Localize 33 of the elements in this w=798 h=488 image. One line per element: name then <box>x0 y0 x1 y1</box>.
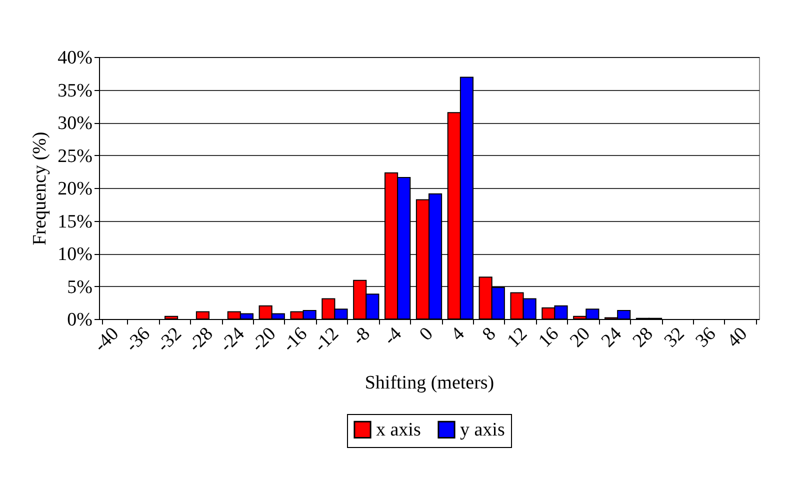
legend-label: y axis <box>460 420 505 441</box>
x-tick-label: -20 <box>247 323 280 356</box>
x-tick-label: 28 <box>628 323 658 352</box>
y-tick-label: 5% <box>67 276 93 298</box>
y-tick-label: 35% <box>58 80 93 102</box>
x-tick-label: 8 <box>478 323 500 345</box>
x-tick-label: -28 <box>184 323 218 356</box>
x-tick-label: -16 <box>278 323 312 356</box>
y-tick-label: 0% <box>67 310 93 330</box>
x-tick-label: 12 <box>503 323 532 352</box>
x-tick-label: 20 <box>566 323 594 352</box>
y-tick-label: 25% <box>58 146 93 167</box>
y-axis-title: Frequency (%) <box>30 132 51 246</box>
x-tick-label: 40 <box>723 323 752 352</box>
legend-label: x axis <box>376 420 421 441</box>
x-tick-label: -8 <box>348 323 374 350</box>
x-tick-label: -4 <box>380 323 406 350</box>
x-tick-label: 4 <box>447 323 470 345</box>
x-tick-label: -24 <box>216 323 250 356</box>
x-tick-label: 0 <box>416 323 438 345</box>
x-tick-label: -32 <box>153 323 186 356</box>
y-tick-label: 40% <box>58 48 93 68</box>
x-axis-title: Shifting (meters) <box>364 372 494 394</box>
y-tick-label: 20% <box>58 178 93 200</box>
y-tick-label: 10% <box>58 244 93 265</box>
y-tick-label: 15% <box>58 211 93 232</box>
x-tick-label: 24 <box>598 323 626 352</box>
x-tick-label: 32 <box>660 323 689 352</box>
x-tick-label: 36 <box>692 323 720 352</box>
x-tick-label: 16 <box>534 323 563 352</box>
x-tick-label: -12 <box>310 323 343 356</box>
y-tick-label: 30% <box>58 113 93 134</box>
x-tick-label: -36 <box>122 323 154 356</box>
